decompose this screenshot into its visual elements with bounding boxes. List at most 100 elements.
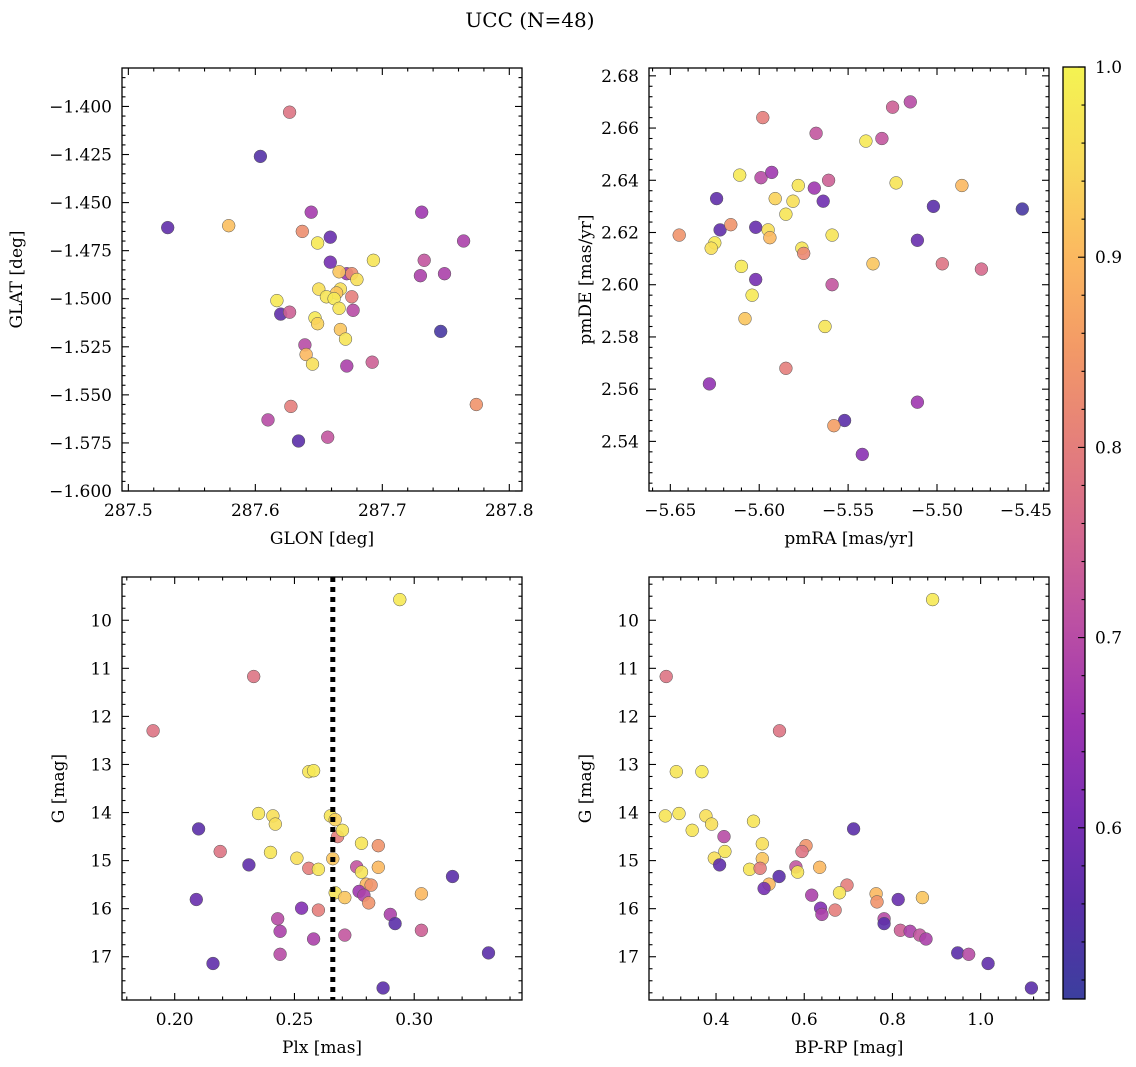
axes-frame bbox=[648, 67, 1050, 492]
scatter-point bbox=[332, 301, 346, 315]
scatter-point bbox=[305, 357, 320, 371]
x-tick-label: 0.4 bbox=[703, 1010, 730, 1030]
scatter-point bbox=[669, 765, 683, 779]
scatter-point bbox=[717, 829, 731, 844]
colorbar: 0.6 0.7 0.8 0.9 1.0 bbox=[1062, 58, 1122, 1000]
scatter-point bbox=[659, 669, 673, 684]
scatter-point bbox=[340, 359, 354, 373]
x-axis-label: pmRA [mas/yr] bbox=[784, 529, 913, 549]
y-tick-label: 2.68 bbox=[601, 67, 639, 87]
y-tick-label: 16 bbox=[617, 900, 639, 920]
scatter-point bbox=[813, 860, 827, 874]
scatter-point bbox=[213, 844, 227, 859]
scatter-point bbox=[338, 928, 352, 942]
scatter-point bbox=[345, 290, 359, 304]
scatter-point bbox=[825, 228, 839, 242]
scatter-point bbox=[311, 862, 326, 876]
scatter-point bbox=[261, 413, 275, 427]
scatter-point bbox=[768, 191, 782, 206]
scatter-point bbox=[791, 178, 805, 193]
scatter-point bbox=[445, 869, 460, 884]
x-axis-label: Plx [mas] bbox=[282, 1038, 362, 1058]
x-tick-label: 0.25 bbox=[276, 1010, 314, 1030]
scatter-point bbox=[299, 347, 313, 362]
scatter-point bbox=[891, 892, 905, 907]
scatter-point bbox=[797, 246, 811, 261]
y-tick-label: 13 bbox=[90, 755, 112, 775]
scatter-point bbox=[247, 669, 261, 684]
scatter-point bbox=[755, 837, 769, 851]
scatter-point bbox=[469, 397, 483, 412]
scatter-point bbox=[393, 592, 407, 607]
scatter-point bbox=[832, 886, 847, 900]
x-tick-label: 287.6 bbox=[231, 501, 280, 521]
scatter-point bbox=[718, 844, 732, 859]
scatter-point bbox=[877, 916, 891, 931]
y-axis-label: G [mag] bbox=[49, 754, 69, 823]
x-tick-label: 287.8 bbox=[485, 501, 534, 521]
scatter-point bbox=[724, 218, 738, 232]
scatter-point bbox=[306, 764, 321, 778]
scatter-point bbox=[749, 272, 763, 287]
panel-bprp-g: 0.4 0.6 0.8 1.0 10 11 12 13 14 15 16 17 BP-RP [mag] G… bbox=[576, 576, 1050, 1058]
scatter-point bbox=[365, 355, 379, 369]
axes-frame bbox=[121, 576, 523, 1001]
scatter-point bbox=[251, 806, 266, 821]
y-tick-label: 12 bbox=[90, 707, 112, 727]
scatter-points bbox=[658, 592, 1039, 995]
y-tick-label: 2.56 bbox=[601, 380, 639, 400]
scatter-point bbox=[415, 205, 429, 219]
scatter-point bbox=[253, 149, 268, 164]
scatter-point bbox=[779, 361, 793, 375]
scatter-point bbox=[290, 851, 304, 865]
axes-frame bbox=[121, 67, 523, 492]
scatter-point bbox=[885, 100, 900, 114]
scatter-point bbox=[704, 817, 719, 831]
y-tick-label: 14 bbox=[617, 804, 639, 824]
scatter-point bbox=[870, 895, 884, 909]
scatter-point bbox=[291, 434, 306, 448]
scatter-point bbox=[786, 194, 800, 208]
y-axis-label: GLAT [deg] bbox=[7, 230, 27, 328]
scatter-point bbox=[734, 259, 749, 274]
scatter-point bbox=[910, 233, 925, 247]
y-tick-label: 16 bbox=[90, 900, 112, 920]
scatter-point bbox=[456, 234, 471, 248]
x-tick-label: 0.20 bbox=[156, 1010, 194, 1030]
scatter-points bbox=[672, 95, 1029, 462]
scatter-point bbox=[763, 231, 777, 245]
scatter-point bbox=[270, 293, 284, 308]
scatter-point bbox=[733, 168, 747, 182]
scatter-point bbox=[417, 253, 431, 267]
scatter-point bbox=[323, 230, 337, 244]
scatter-point bbox=[310, 317, 325, 331]
scatter-point bbox=[346, 303, 360, 317]
scatter-point bbox=[388, 916, 402, 931]
scatter-point bbox=[756, 110, 770, 125]
y-tick-label: 11 bbox=[90, 659, 112, 679]
scatter-point bbox=[414, 887, 429, 901]
scatter-point bbox=[738, 312, 752, 326]
colorbar-tick-label: 0.9 bbox=[1095, 248, 1122, 268]
scatter-point bbox=[282, 105, 297, 119]
scatter-point bbox=[672, 228, 686, 242]
scatter-point bbox=[332, 265, 346, 279]
scatter-point bbox=[350, 272, 364, 287]
x-tick-label: 287.7 bbox=[358, 501, 407, 521]
scatter-point bbox=[816, 194, 830, 208]
scatter-point bbox=[364, 878, 378, 892]
y-tick-label: −1.575 bbox=[49, 434, 112, 454]
scatter-point bbox=[910, 395, 925, 409]
colorbar-frame bbox=[1062, 66, 1086, 1000]
panel-plx-g: 0.20 0.25 0.30 10 11 12 13 14 15 16 17 Plx [mas] G [… bbox=[49, 576, 523, 1058]
x-tick-label: −5.60 bbox=[733, 501, 785, 521]
scatter-point bbox=[146, 724, 160, 738]
scatter-point bbox=[955, 178, 969, 193]
y-tick-label: 2.60 bbox=[601, 276, 639, 296]
x-axis-label: GLON [deg] bbox=[270, 529, 374, 549]
scatter-point bbox=[414, 923, 429, 937]
scatter-point bbox=[753, 861, 767, 875]
scatter-point bbox=[191, 822, 206, 836]
y-tick-label: −1.425 bbox=[49, 146, 112, 166]
